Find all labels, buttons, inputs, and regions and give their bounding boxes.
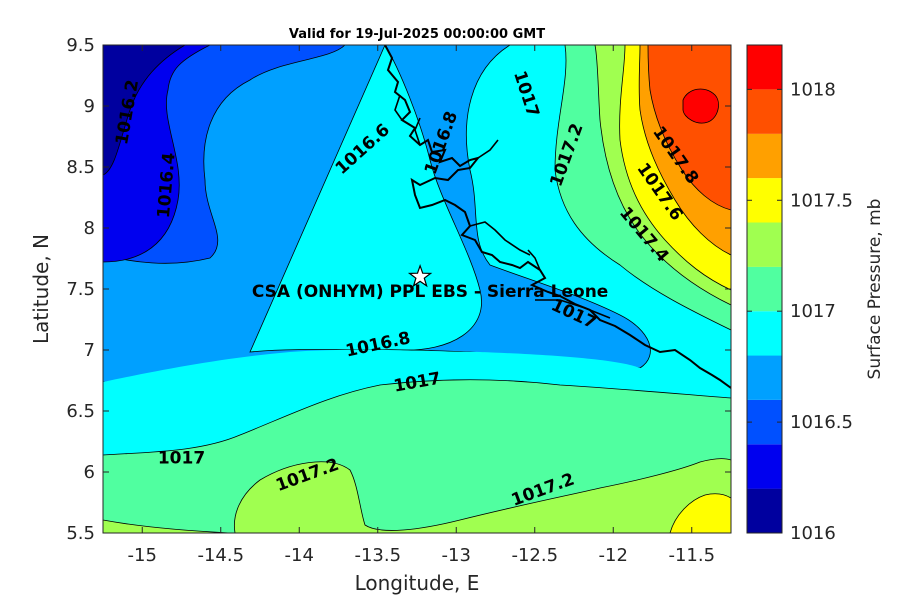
coastline [384, 45, 731, 389]
chart-title: Valid for 19-Jul-2025 00:00:00 GMT [289, 27, 545, 42]
band-1016-0 [103, 45, 186, 176]
contour-label: 1017 [158, 448, 205, 468]
colorbar-tick-label: 1017.5 [790, 190, 853, 211]
site-label: CSA (ONHYM) PPL EBS - Sierra Leone [252, 282, 609, 302]
band-1017-8 [647, 45, 731, 211]
site-star-marker [407, 263, 433, 288]
y-tick-label: 7 [84, 340, 95, 361]
colorbar-swatch [747, 444, 782, 489]
y-tick-label: 8 [84, 218, 95, 239]
x-tick-label: -13 [442, 545, 471, 566]
x-axis-ticks: -15 -14.5 -14 -13.5 -13 -12.5 -12 -11.5 [128, 45, 715, 566]
y-tick-label: 6.5 [66, 401, 95, 422]
colorbar-swatch [747, 133, 782, 179]
coastline-rivers [394, 94, 611, 319]
colorbar-tick-label: 1016 [790, 523, 836, 544]
colorbar-label: Surface Pressure, mb [865, 199, 885, 380]
colorbar-tick-label: 1016.5 [790, 412, 853, 433]
contour-fill [103, 45, 731, 533]
colorbar-swatch [747, 488, 782, 533]
x-tick-label: -12.5 [511, 545, 558, 566]
x-tick-label: -12 [599, 545, 628, 566]
y-tick-label: 6 [84, 462, 95, 483]
x-axis-label: Longitude, E [355, 571, 480, 595]
y-tick-label: 8.5 [66, 157, 95, 178]
colorbar-swatch [747, 222, 782, 267]
colorbar-swatch [747, 89, 782, 134]
colorbar-tick-label: 1017 [790, 301, 836, 322]
colorbar-swatch [747, 266, 782, 312]
x-tick-label: -15 [128, 545, 157, 566]
colorbar-tick-label: 1018 [790, 79, 836, 100]
colorbar-swatch [747, 399, 782, 445]
y-tick-label: 9.5 [66, 35, 95, 56]
band-1017-4-south [669, 493, 731, 533]
band-1017-0 [103, 45, 731, 533]
y-tick-label: 9 [84, 96, 95, 117]
y-tick-label: 5.5 [66, 523, 95, 544]
colorbar-frame [746, 44, 783, 534]
coastline-line [384, 45, 731, 389]
y-tick-label: 7.5 [66, 279, 95, 300]
x-tick-label: -13.5 [354, 545, 401, 566]
band-1018-0 [682, 88, 719, 124]
y-axis-label: Latitude, N [29, 234, 53, 344]
x-tick-label: -11.5 [668, 545, 715, 566]
band-1017-2-south2 [234, 458, 731, 533]
colorbar: 1016 1016.5 1017 1017.5 1018 [746, 44, 853, 544]
colorbar-swatch [747, 45, 782, 90]
x-tick-label: -14.5 [197, 545, 244, 566]
band-1017-2-south [103, 519, 231, 533]
x-tick-label: -14 [285, 545, 314, 566]
colorbar-swatch [747, 178, 782, 223]
colorbar-swatch [747, 355, 782, 400]
colorbar-swatch [747, 311, 782, 356]
site-marker-group: CSA (ONHYM) PPL EBS - Sierra Leone [252, 263, 609, 302]
y-axis-ticks: 5.5 6 6.5 7 7.5 8 8.5 9 9.5 [66, 35, 731, 544]
